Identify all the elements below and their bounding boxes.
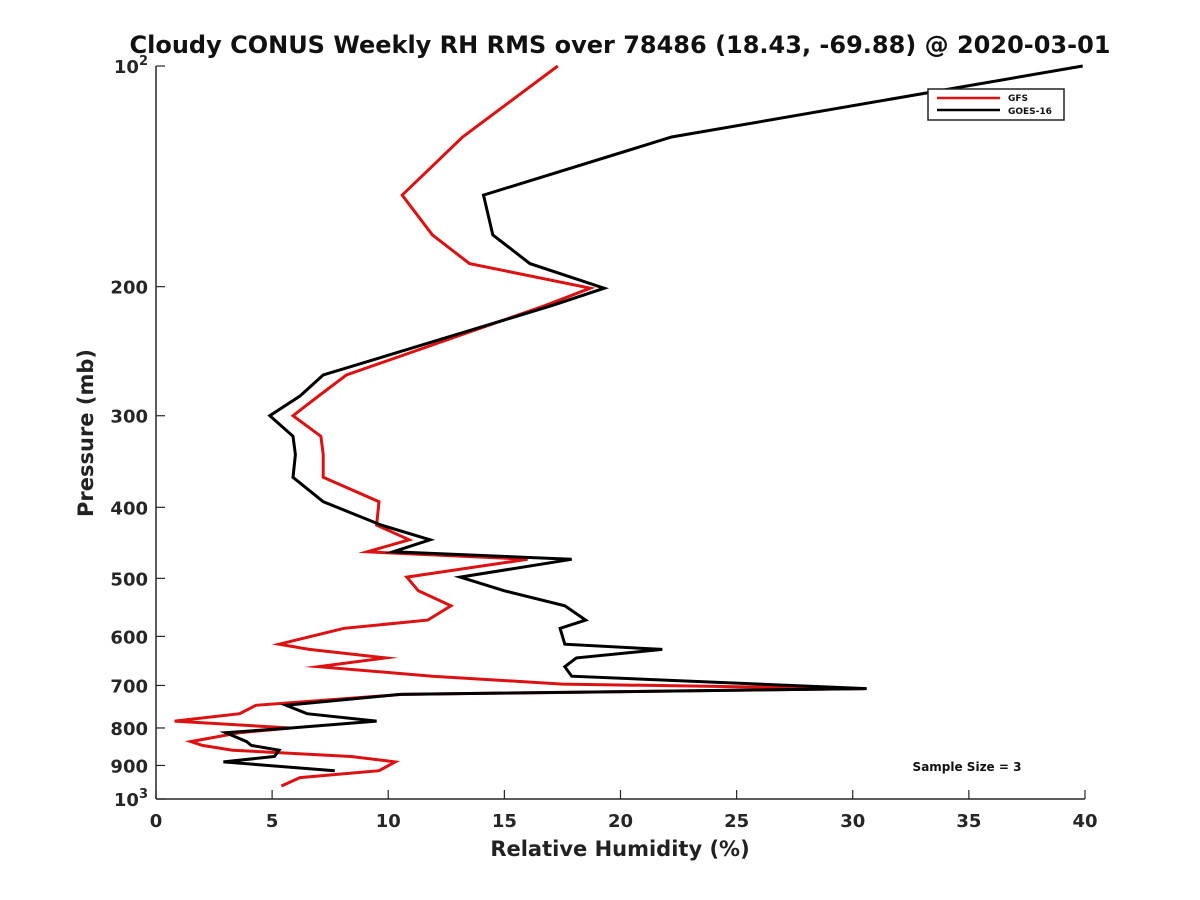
x-tick-label: 40 [1072,811,1097,832]
y-tick-label: 300 [110,407,148,428]
series-line-gfs [174,64,865,788]
plot-area [155,64,1085,800]
y-tick-label: 400 [110,498,148,519]
x-tick-label: 20 [608,811,633,832]
y-tick-label: 103 [114,787,148,811]
tick-labels: 0 5 10 15 20 25 30 35 40 102 200 300 400 500 600 700 800… [110,54,1097,832]
x-tick-label: 5 [266,811,279,832]
y-tick-label: 600 [110,627,148,648]
y-tick-label: 800 [110,719,148,740]
chart-title: Cloudy CONUS Weekly RH RMS over 78486 (1… [130,31,1111,59]
legend-label-gfs: GFS [1008,94,1028,104]
x-axis-label: Relative Humidity (%) [490,837,749,861]
series-line-goes16 [219,64,1083,773]
x-tick-label: 0 [150,811,163,832]
legend-box [927,88,1065,121]
sample-size-annotation: Sample Size = 3 [913,760,1022,774]
y-tick-label: 102 [114,54,148,78]
y-axis-label: Pressure (mb) [74,349,98,517]
plot-background [156,66,1085,799]
x-tick-label: 15 [492,811,517,832]
legend-label-goes16: GOES-16 [1008,107,1052,117]
y-tick-label: 700 [110,676,148,697]
y-tick-label: 200 [110,278,148,299]
legend: GFS GOES-16 [927,88,1065,121]
x-tick-label: 25 [724,811,749,832]
x-tick-label: 35 [956,811,981,832]
x-tick-label: 10 [376,811,401,832]
x-tick-label: 30 [840,811,865,832]
series-group [174,64,1083,788]
y-tick-label: 900 [110,756,148,777]
y-tick-label: 500 [110,569,148,590]
